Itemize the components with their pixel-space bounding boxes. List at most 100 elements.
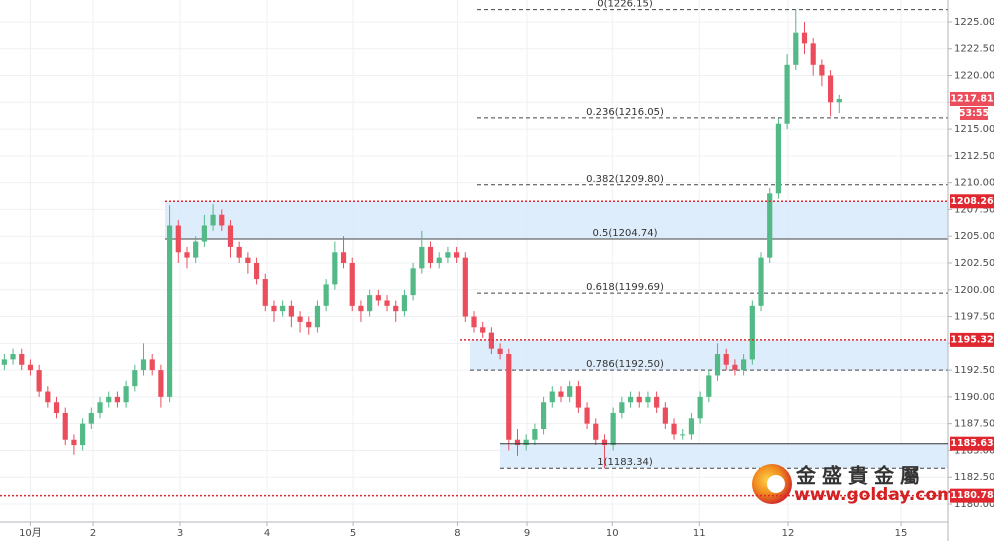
watermark: 金盛貴金屬 www.golday.com xyxy=(752,464,955,505)
last-price-label: 1217.81 xyxy=(950,93,993,104)
candle-body xyxy=(723,354,729,365)
candle-body xyxy=(45,391,51,403)
candle-body xyxy=(532,429,538,440)
candle-body xyxy=(436,257,442,263)
candle-body xyxy=(106,396,112,403)
last-price-tag xyxy=(950,91,994,106)
candle-body xyxy=(706,375,712,397)
candle-body xyxy=(575,386,581,408)
price-tag xyxy=(950,194,994,209)
zone xyxy=(470,339,948,371)
fib-label: 1(1183.34) xyxy=(597,457,653,468)
candle-body xyxy=(627,396,634,403)
candle-body xyxy=(158,370,164,397)
candle-body xyxy=(445,252,451,258)
candle-body xyxy=(836,98,842,103)
candle-body xyxy=(549,391,555,403)
fib-label: 0.786(1192.50) xyxy=(586,359,664,370)
candle-body xyxy=(210,214,216,226)
x-tick-label: 8 xyxy=(454,528,460,539)
candle-body xyxy=(53,402,60,413)
candle-body xyxy=(610,412,616,446)
candle-body xyxy=(88,412,94,424)
y-tick-label: 1205.00 xyxy=(954,231,994,242)
fib-label: 0(1226.15) xyxy=(597,0,653,10)
candle-body xyxy=(714,354,721,376)
candle-body xyxy=(184,252,190,258)
candle-body xyxy=(827,75,834,103)
candle-body xyxy=(201,225,207,242)
candle-body xyxy=(280,305,286,312)
y-tick-label: 1190.00 xyxy=(954,392,994,403)
candle-body xyxy=(514,439,521,446)
zone xyxy=(500,443,948,469)
y-tick-label: 1197.50 xyxy=(954,312,994,323)
candle-body xyxy=(488,332,494,349)
countdown-label: 53:55 xyxy=(959,108,989,119)
candle-body xyxy=(253,262,260,280)
candle-body xyxy=(427,246,434,263)
candle-body xyxy=(306,321,312,328)
x-tick-label: 3 xyxy=(177,528,183,539)
candle-body xyxy=(419,246,425,269)
candle-body xyxy=(680,434,686,436)
price-tag-label: 1208.26 xyxy=(950,196,994,207)
price-tag-label: 1180.78 xyxy=(950,490,994,501)
y-tick-label: 1210.00 xyxy=(954,178,994,189)
x-tick-label: 10月 xyxy=(19,527,42,539)
candle-body xyxy=(506,354,512,440)
candle-body xyxy=(567,386,573,397)
x-tick-label: 15 xyxy=(895,528,908,539)
candle-body xyxy=(636,396,642,403)
candle-body xyxy=(349,262,355,306)
candle-body xyxy=(384,300,390,306)
candle-body xyxy=(227,225,234,247)
candle-body xyxy=(271,305,277,312)
candle-body xyxy=(288,305,294,317)
candle-body xyxy=(97,402,103,413)
y-tick-label: 1187.50 xyxy=(954,419,994,430)
candle-body xyxy=(697,396,703,419)
candle-body xyxy=(10,354,16,360)
y-tick-label: 1185.00 xyxy=(954,445,994,456)
candle-body xyxy=(166,225,173,397)
candle-body xyxy=(819,64,825,76)
candle-body xyxy=(775,123,782,194)
candle-body xyxy=(741,359,747,371)
candle-body xyxy=(358,305,364,312)
fib-label: 0.618(1199.69) xyxy=(586,282,664,293)
candle-body xyxy=(236,246,242,258)
candle-body xyxy=(584,407,590,424)
price-tag-label: 1195.32 xyxy=(950,334,993,345)
candle-body xyxy=(367,295,373,312)
candle-body xyxy=(462,257,468,317)
candle-body xyxy=(671,423,677,435)
price-tag-label: 1185.63 xyxy=(950,438,993,449)
candle-body xyxy=(732,364,738,371)
candle-body xyxy=(314,305,321,328)
y-tick-label: 1220.00 xyxy=(954,71,994,82)
fib-label: 0.236(1216.05) xyxy=(586,107,664,118)
fib-label: 0.5(1204.74) xyxy=(592,228,657,239)
candle-body xyxy=(784,64,790,124)
x-tick-label: 2 xyxy=(90,528,96,539)
candle-body xyxy=(71,439,77,446)
y-tick-label: 1207.50 xyxy=(954,204,994,215)
candle-body xyxy=(19,354,25,365)
candle-body xyxy=(601,439,608,446)
y-tick-label: 1192.50 xyxy=(954,365,994,376)
candle-body xyxy=(80,423,86,446)
candle-body xyxy=(323,284,329,306)
candle-body xyxy=(688,418,695,435)
candle-body xyxy=(471,316,477,328)
candle-body xyxy=(801,32,808,44)
candle-body xyxy=(401,295,408,312)
candle-body xyxy=(558,391,564,397)
watermark-url: www.golday.com xyxy=(794,485,955,505)
candle-body xyxy=(193,241,199,258)
y-tick-label: 1180.00 xyxy=(954,499,994,510)
candle-body xyxy=(523,439,529,446)
candle-body xyxy=(245,257,251,263)
y-tick-label: 1225.00 xyxy=(954,17,994,28)
